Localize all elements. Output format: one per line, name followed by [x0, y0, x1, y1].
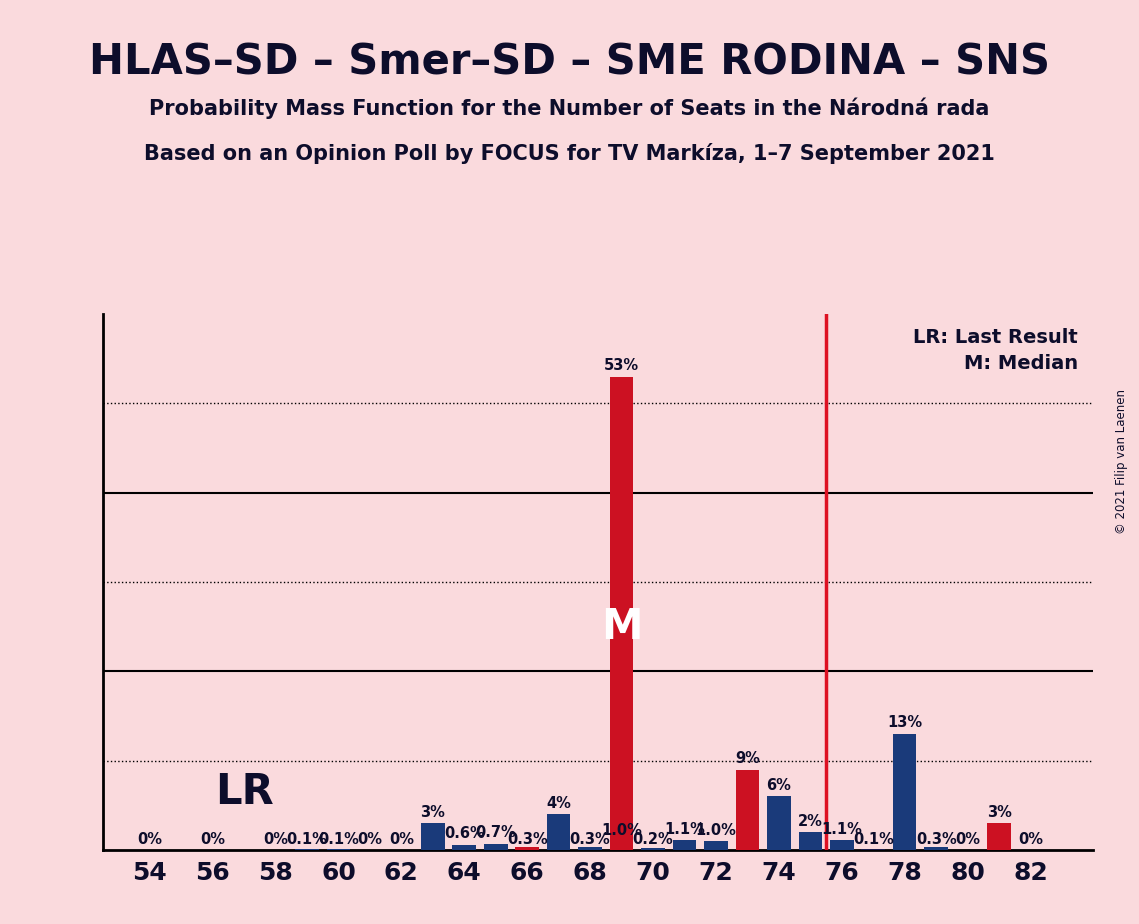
- Text: 0.3%: 0.3%: [916, 832, 957, 846]
- Text: 0%: 0%: [358, 832, 383, 846]
- Text: 1.1%: 1.1%: [664, 821, 705, 837]
- Text: 1.1%: 1.1%: [821, 821, 862, 837]
- Bar: [925, 847, 948, 850]
- Text: 13%: 13%: [887, 715, 923, 730]
- Text: 0.1%: 0.1%: [853, 832, 894, 846]
- Text: LR: Last Result: LR: Last Result: [913, 328, 1077, 346]
- Text: 0.6%: 0.6%: [444, 826, 485, 841]
- Text: 0.3%: 0.3%: [507, 832, 548, 846]
- Text: 3%: 3%: [420, 805, 445, 820]
- Bar: [609, 841, 633, 850]
- Text: 9%: 9%: [735, 751, 760, 766]
- Bar: [452, 845, 476, 850]
- Bar: [641, 848, 665, 850]
- Text: 0%: 0%: [137, 832, 162, 846]
- Bar: [988, 823, 1011, 850]
- Text: Probability Mass Function for the Number of Seats in the Národná rada: Probability Mass Function for the Number…: [149, 97, 990, 118]
- Text: 1.0%: 1.0%: [696, 822, 737, 837]
- Text: M: Median: M: Median: [964, 355, 1077, 373]
- Bar: [767, 796, 790, 850]
- Text: 0%: 0%: [388, 832, 413, 846]
- Text: HLAS–SD – Smer–SD – SME RODINA – SNS: HLAS–SD – Smer–SD – SME RODINA – SNS: [89, 42, 1050, 83]
- Text: 0.1%: 0.1%: [287, 832, 327, 846]
- Bar: [421, 823, 444, 850]
- Text: 3%: 3%: [986, 805, 1011, 820]
- Bar: [673, 840, 696, 850]
- Bar: [609, 377, 633, 850]
- Text: 0.7%: 0.7%: [475, 825, 516, 840]
- Bar: [893, 734, 917, 850]
- Text: 6%: 6%: [767, 778, 792, 793]
- Text: 0%: 0%: [1018, 832, 1043, 846]
- Bar: [547, 814, 571, 850]
- Text: Based on an Opinion Poll by FOCUS for TV Markíza, 1–7 September 2021: Based on an Opinion Poll by FOCUS for TV…: [144, 143, 995, 164]
- Bar: [579, 847, 601, 850]
- Bar: [704, 841, 728, 850]
- Text: 0%: 0%: [263, 832, 288, 846]
- Bar: [830, 840, 853, 850]
- Text: 0.3%: 0.3%: [570, 832, 611, 846]
- Text: LR: LR: [214, 771, 273, 813]
- Text: 53%: 53%: [604, 359, 639, 373]
- Text: 2%: 2%: [798, 814, 822, 829]
- Text: 0.2%: 0.2%: [632, 832, 673, 846]
- Bar: [736, 770, 760, 850]
- Text: © 2021 Filip van Laenen: © 2021 Filip van Laenen: [1115, 390, 1129, 534]
- Text: 0%: 0%: [200, 832, 226, 846]
- Text: M: M: [600, 606, 642, 648]
- Text: 1.0%: 1.0%: [601, 822, 642, 837]
- Bar: [484, 844, 508, 850]
- Text: 0.1%: 0.1%: [318, 832, 359, 846]
- Bar: [798, 833, 822, 850]
- Bar: [515, 847, 539, 850]
- Text: 0%: 0%: [956, 832, 980, 846]
- Text: 4%: 4%: [547, 796, 571, 810]
